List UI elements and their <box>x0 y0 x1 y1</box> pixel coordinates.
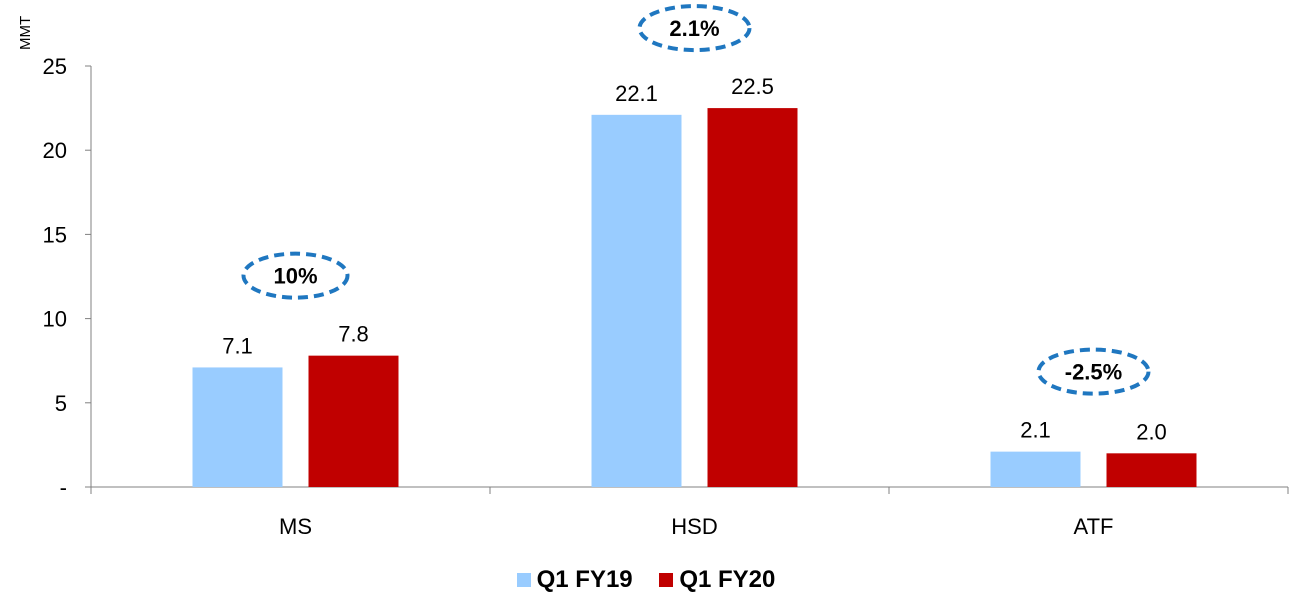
legend-item-q1-fy20: Q1 FY20 <box>659 566 775 594</box>
bar-atf-q1-fy20 <box>1106 453 1197 487</box>
bar-ms-q1-fy19 <box>192 367 283 487</box>
category-labels: MS HSD ATF <box>279 514 1113 539</box>
data-label: 22.1 <box>615 81 658 106</box>
bars <box>192 108 1197 487</box>
growth-annotation-label: 10% <box>273 264 317 289</box>
y-tick-label: 10 <box>43 307 67 332</box>
legend-label-q1-fy19: Q1 FY19 <box>536 566 633 593</box>
data-label: 7.1 <box>222 333 253 358</box>
legend-swatch-q1-fy19 <box>516 573 531 587</box>
y-tick-label: 5 <box>55 391 67 416</box>
category-label-ms: MS <box>279 514 312 539</box>
data-label: 2.1 <box>1020 418 1051 443</box>
bar-ms-q1-fy20 <box>308 355 399 487</box>
data-label: 2.0 <box>1136 419 1167 444</box>
legend-label-q1-fy20: Q1 FY20 <box>679 566 776 593</box>
y-tick-label: - <box>60 475 67 500</box>
category-label-hsd: HSD <box>671 514 717 539</box>
category-label-atf: ATF <box>1074 514 1114 539</box>
data-label: 22.5 <box>731 74 774 99</box>
growth-annotation-ellipse <box>241 251 350 300</box>
y-tick-label: 20 <box>43 138 67 163</box>
legend-item-q1-fy19: Q1 FY19 <box>516 566 633 594</box>
legend: Q1 FY19 Q1 FY20 <box>0 566 1292 594</box>
y-axis-label: MMT <box>17 16 34 50</box>
axes <box>90 66 1289 494</box>
bar-hsd-q1-fy19 <box>591 114 682 487</box>
growth-annotation-ellipse <box>1036 347 1151 396</box>
legend-swatch-q1-fy20 <box>659 573 674 587</box>
y-tick-label: 15 <box>43 222 67 247</box>
bar-atf-q1-fy19 <box>990 451 1081 487</box>
y-ticks: - 5 10 15 20 25 <box>43 54 91 500</box>
growth-annotation-ellipse <box>637 4 752 53</box>
bar-hsd-q1-fy20 <box>707 108 798 487</box>
data-label: 7.8 <box>338 322 369 347</box>
growth-annotation-label: 2.1% <box>669 16 719 41</box>
data-labels: 7.1 7.8 22.1 22.5 2.1 2.0 <box>222 74 1167 444</box>
growth-annotations: 10% 2.1% -2.5% <box>241 4 1151 396</box>
growth-annotation-label: -2.5% <box>1065 360 1122 385</box>
y-tick-label: 25 <box>43 54 67 79</box>
